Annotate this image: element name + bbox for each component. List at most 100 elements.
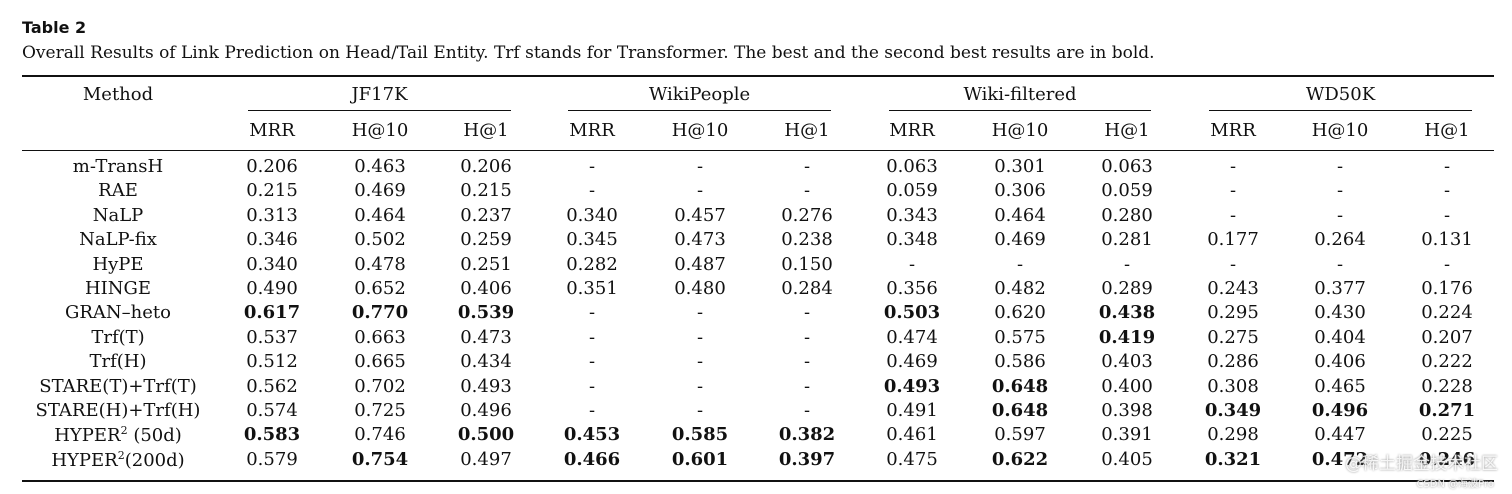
- table-cell: 0.665: [354, 351, 406, 373]
- table-cell: -: [588, 326, 596, 348]
- method-name: HYPER2(200d): [51, 449, 184, 471]
- method-name: HINGE: [85, 278, 151, 299]
- metric-header: MRR: [1210, 120, 1256, 141]
- table-cell: 0.434: [460, 351, 512, 373]
- table-cell: 0.482: [994, 278, 1046, 299]
- table-caption-label: Table 2: [22, 18, 87, 37]
- method-header: Method: [82, 84, 154, 105]
- table-cell: 0.438: [1098, 302, 1156, 324]
- table-cell: 0.222: [1421, 351, 1473, 373]
- table-cell: -: [1336, 180, 1344, 202]
- table-cell: 0.264: [1314, 229, 1366, 251]
- table-cell: -: [1443, 253, 1451, 275]
- table-cell: 0.663: [354, 326, 406, 348]
- table-cell: 0.131: [1421, 229, 1473, 251]
- method-name: GRAN–heto: [65, 302, 171, 323]
- table-cell: 0.453: [563, 424, 621, 446]
- table-cell: 0.500: [457, 424, 515, 446]
- table-cell: 0.406: [1314, 351, 1366, 373]
- method-superscript: 2: [117, 448, 125, 462]
- method-name: HYPER2 (50d): [54, 424, 182, 446]
- table-cell: -: [696, 180, 704, 202]
- table-cell: 0.464: [994, 204, 1046, 226]
- table-cell: 0.246: [1418, 448, 1476, 470]
- table-cell: 0.391: [1101, 424, 1153, 446]
- watermark-text: @稀土掘金技术社区: [1345, 454, 1498, 474]
- table-cell: -: [803, 351, 811, 373]
- method-label: HINGE: [84, 278, 152, 299]
- metric-header: H@10: [991, 120, 1049, 141]
- table-cell: -: [803, 326, 811, 348]
- table-cell: 0.063: [886, 156, 938, 177]
- table-cell: 0.493: [883, 375, 941, 397]
- table-cell: 0.308: [1207, 375, 1259, 397]
- table-cell: 0.601: [671, 448, 729, 470]
- method-name: NaLP-fix: [79, 229, 157, 250]
- table-cell: -: [1443, 204, 1451, 226]
- metric-header: MRR: [249, 120, 295, 141]
- table-cell: 0.746: [354, 424, 406, 446]
- table-cell: 0.648: [991, 375, 1049, 397]
- table-cell: 0.575: [994, 326, 1046, 348]
- table-cell: 0.059: [1101, 180, 1153, 202]
- table-cell: 0.400: [1101, 375, 1153, 397]
- table-cell: 0.583: [243, 424, 301, 446]
- table-cell: 0.284: [781, 278, 833, 299]
- method-label: HYPER: [54, 425, 121, 447]
- table-cell: 0.502: [354, 229, 406, 251]
- table-cell: 0.496: [1311, 400, 1369, 421]
- method-suffix: (50d): [127, 425, 182, 447]
- table-cell: -: [803, 375, 811, 397]
- table-cell: 0.271: [1418, 400, 1476, 421]
- table-cell: 0.466: [563, 448, 621, 470]
- table-cell: -: [1443, 156, 1451, 177]
- group-underline: [889, 110, 1151, 111]
- table-cell: 0.430: [1314, 302, 1366, 324]
- method-label: GRAN–heto: [65, 302, 171, 324]
- table-cell: -: [803, 302, 811, 324]
- method-name: RAE: [98, 180, 138, 201]
- table-cell: 0.282: [566, 253, 618, 275]
- table-cell: -: [803, 156, 811, 177]
- table-cell: 0.562: [246, 375, 298, 397]
- method-label: m-TransH: [72, 156, 164, 177]
- metric-header: H@10: [671, 120, 729, 141]
- table-cell: 0.404: [1314, 326, 1366, 348]
- table-cell: 0.356: [886, 278, 938, 299]
- table-cell: -: [696, 302, 704, 324]
- watermark-subtext: CSDN @海波Pro: [1416, 479, 1494, 490]
- table-cell: 0.702: [354, 375, 406, 397]
- table-cell: -: [1336, 253, 1344, 275]
- table-cell: 0.622: [991, 448, 1049, 470]
- table-cell: 0.243: [1207, 278, 1259, 299]
- table-cell: 0.447: [1314, 424, 1366, 446]
- table-cell: 0.478: [354, 253, 406, 275]
- method-label: STARE(T)+Trf(T): [39, 375, 197, 397]
- table-cell: 0.474: [886, 326, 938, 348]
- table-cell: -: [588, 375, 596, 397]
- table-cell: 0.512: [246, 351, 298, 373]
- table-cell: 0.585: [671, 424, 729, 446]
- group-underline: [568, 110, 831, 111]
- table-cell: 0.351: [566, 278, 618, 299]
- table-cell: 0.463: [354, 156, 406, 177]
- table-top-rule: [22, 75, 1494, 77]
- metric-header: MRR: [889, 120, 935, 141]
- table-cell: -: [1229, 204, 1237, 226]
- table-cell: -: [588, 156, 596, 177]
- method-suffix: (200d): [124, 449, 185, 471]
- table-cell: 0.343: [886, 204, 938, 226]
- method-name: m-TransH: [73, 156, 163, 177]
- table-cell: 0.382: [778, 424, 836, 446]
- table-cell: 0.215: [246, 180, 298, 202]
- table-cell: 0.487: [674, 253, 726, 275]
- table-cell: 0.473: [460, 326, 512, 348]
- table-cell: 0.177: [1207, 229, 1259, 251]
- method-name: NaLP: [93, 205, 144, 226]
- header-bottom-rule: [22, 150, 1494, 151]
- method-name: Trf(H): [89, 351, 146, 372]
- table-cell: 0.207: [1421, 326, 1473, 348]
- table-cell: 0.457: [674, 204, 726, 226]
- table-cell: 0.480: [674, 278, 726, 299]
- table-cell: 0.725: [354, 400, 406, 421]
